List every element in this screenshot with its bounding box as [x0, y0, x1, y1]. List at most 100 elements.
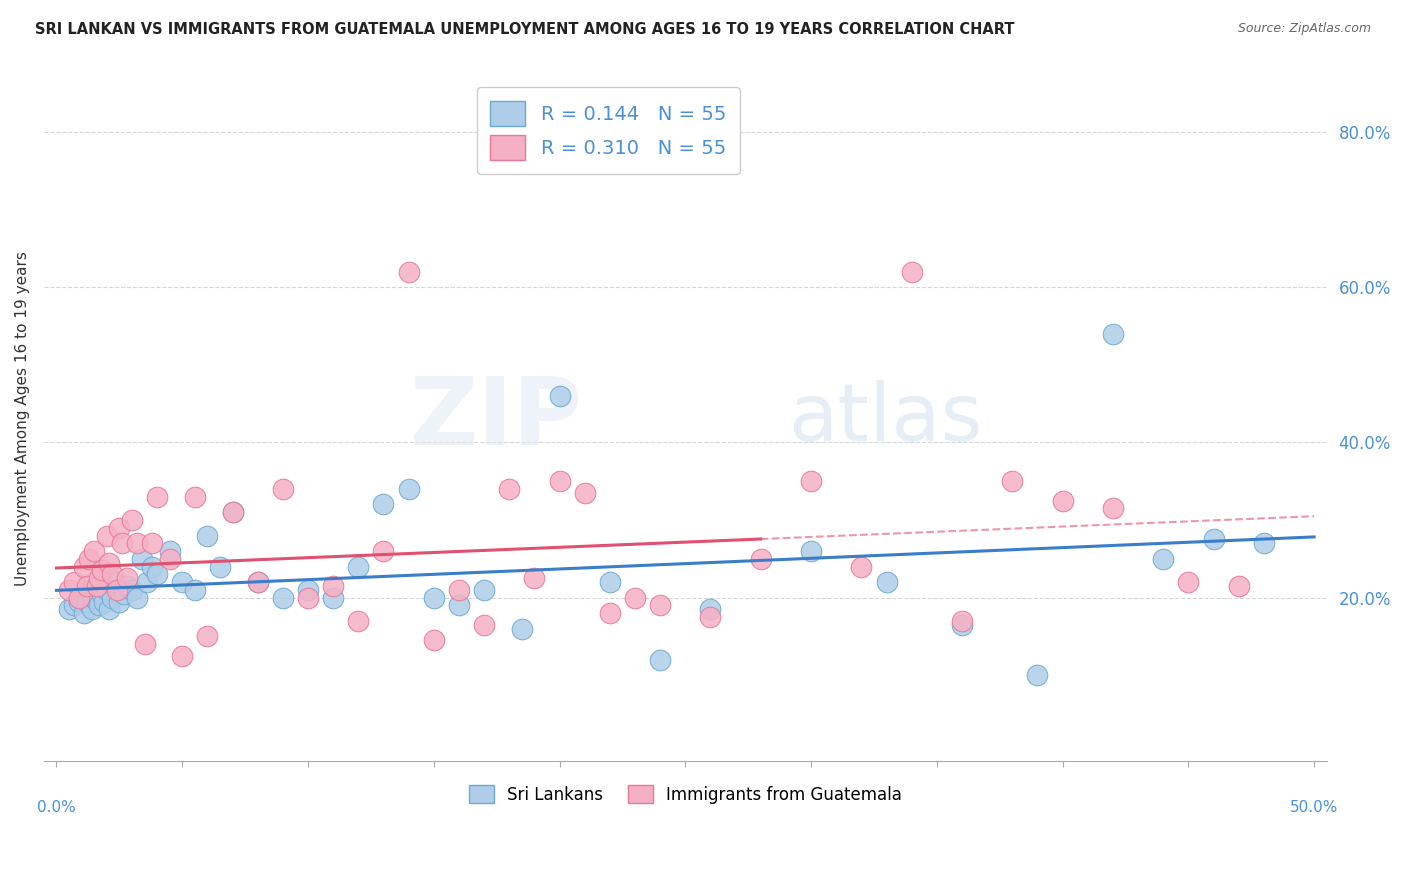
- Point: [498, 482, 520, 496]
- Point: [98, 602, 121, 616]
- Point: [112, 587, 135, 601]
- Point: [159, 551, 181, 566]
- Point: [103, 575, 125, 590]
- Point: [108, 521, 131, 535]
- Point: [131, 551, 153, 566]
- Point: [599, 606, 621, 620]
- Point: [184, 490, 207, 504]
- Text: atlas: atlas: [787, 380, 983, 458]
- Point: [347, 559, 370, 574]
- Text: ZIP: ZIP: [409, 373, 582, 465]
- Point: [876, 575, 898, 590]
- Point: [77, 551, 100, 566]
- Point: [548, 389, 571, 403]
- Point: [76, 579, 98, 593]
- Point: [83, 544, 105, 558]
- Point: [184, 582, 207, 597]
- Point: [63, 599, 86, 613]
- Point: [650, 599, 672, 613]
- Point: [624, 591, 647, 605]
- Point: [246, 575, 269, 590]
- Point: [221, 505, 243, 519]
- Point: [159, 544, 181, 558]
- Point: [297, 591, 319, 605]
- Point: [1202, 533, 1225, 547]
- Point: [136, 575, 159, 590]
- Text: SRI LANKAN VS IMMIGRANTS FROM GUATEMALA UNEMPLOYMENT AMONG AGES 16 TO 19 YEARS C: SRI LANKAN VS IMMIGRANTS FROM GUATEMALA …: [35, 22, 1015, 37]
- Point: [574, 485, 596, 500]
- Point: [90, 587, 112, 601]
- Point: [650, 653, 672, 667]
- Point: [221, 505, 243, 519]
- Point: [1102, 326, 1125, 341]
- Point: [472, 582, 495, 597]
- Point: [115, 571, 138, 585]
- Point: [423, 633, 446, 648]
- Text: Source: ZipAtlas.com: Source: ZipAtlas.com: [1237, 22, 1371, 36]
- Point: [749, 551, 772, 566]
- Point: [58, 602, 80, 616]
- Point: [90, 564, 112, 578]
- Point: [121, 582, 143, 597]
- Point: [447, 599, 470, 613]
- Point: [398, 264, 420, 278]
- Point: [101, 567, 124, 582]
- Point: [699, 602, 721, 616]
- Point: [63, 575, 86, 590]
- Point: [86, 579, 108, 593]
- Point: [1052, 493, 1074, 508]
- Point: [146, 490, 169, 504]
- Point: [599, 575, 621, 590]
- Point: [1026, 668, 1049, 682]
- Point: [851, 559, 873, 574]
- Point: [1227, 579, 1250, 593]
- Point: [510, 622, 533, 636]
- Point: [322, 591, 344, 605]
- Point: [297, 582, 319, 597]
- Point: [172, 575, 194, 590]
- Point: [548, 474, 571, 488]
- Point: [271, 591, 294, 605]
- Point: [105, 582, 128, 597]
- Legend: R = 0.144   N = 55, R = 0.310   N = 55: R = 0.144 N = 55, R = 0.310 N = 55: [477, 87, 740, 174]
- Point: [472, 617, 495, 632]
- Point: [70, 591, 93, 605]
- Point: [1152, 551, 1174, 566]
- Text: 0.0%: 0.0%: [37, 799, 76, 814]
- Point: [1001, 474, 1024, 488]
- Point: [373, 498, 395, 512]
- Point: [1102, 501, 1125, 516]
- Point: [67, 591, 90, 605]
- Point: [108, 594, 131, 608]
- Point: [73, 606, 96, 620]
- Point: [172, 648, 194, 663]
- Point: [699, 610, 721, 624]
- Point: [141, 536, 163, 550]
- Point: [950, 617, 973, 632]
- Point: [125, 591, 148, 605]
- Point: [447, 582, 470, 597]
- Point: [800, 474, 823, 488]
- Point: [89, 599, 111, 613]
- Point: [950, 614, 973, 628]
- Point: [800, 544, 823, 558]
- Point: [67, 594, 90, 608]
- Point: [121, 513, 143, 527]
- Point: [900, 264, 922, 278]
- Point: [77, 582, 100, 597]
- Point: [86, 579, 108, 593]
- Point: [322, 579, 344, 593]
- Point: [423, 591, 446, 605]
- Point: [246, 575, 269, 590]
- Point: [373, 544, 395, 558]
- Point: [141, 559, 163, 574]
- Point: [98, 556, 121, 570]
- Point: [1177, 575, 1199, 590]
- Text: 50.0%: 50.0%: [1289, 799, 1339, 814]
- Point: [89, 571, 111, 585]
- Point: [195, 630, 218, 644]
- Point: [115, 579, 138, 593]
- Point: [58, 582, 80, 597]
- Point: [96, 528, 118, 542]
- Point: [125, 536, 148, 550]
